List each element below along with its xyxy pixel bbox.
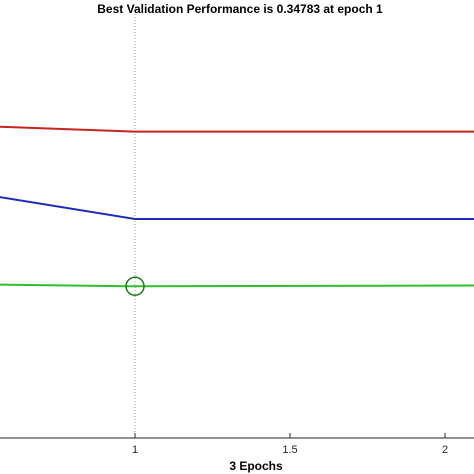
plot-area: 1 1.5 2	[0, 14, 474, 456]
series-line-1	[0, 125, 474, 133]
x-tick-label-2: 1.5	[282, 444, 297, 456]
series-line-2	[0, 196, 474, 220]
x-ticks: 1 1.5 2	[132, 433, 448, 456]
x-tick-label-1: 1	[132, 444, 138, 456]
series-line-3	[0, 283, 474, 288]
series-group	[0, 125, 474, 288]
best-epoch-marker	[125, 276, 145, 297]
x-axis-label: 3 Epochs	[229, 459, 283, 473]
chart-title: Best Validation Performance is 0.34783 a…	[97, 2, 383, 16]
x-tick-label-3: 2	[442, 444, 448, 456]
